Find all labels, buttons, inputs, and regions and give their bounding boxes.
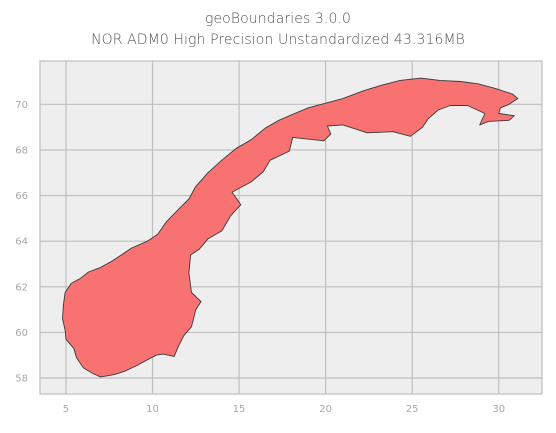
map-subtitle: NOR ADM0 High Precision Unstandardized 4… bbox=[91, 32, 465, 48]
map-title: geoBoundaries 3.0.0 bbox=[204, 11, 352, 27]
x-tick-label: 20 bbox=[319, 404, 332, 415]
x-tick-label: 30 bbox=[492, 404, 505, 415]
norway-land-area bbox=[62, 77, 519, 378]
y-tick-label: 62 bbox=[15, 282, 28, 293]
x-tick-label: 25 bbox=[406, 404, 419, 415]
x-tick-label: 5 bbox=[63, 404, 69, 415]
y-tick-label: 66 bbox=[15, 191, 28, 202]
y-tick-label: 64 bbox=[15, 237, 28, 248]
land-layer bbox=[62, 77, 519, 378]
y-tick-label: 68 bbox=[15, 145, 28, 156]
y-tick-label: 70 bbox=[15, 100, 28, 111]
y-tick-label: 60 bbox=[15, 328, 28, 339]
y-tick-label: 58 bbox=[15, 374, 28, 385]
x-tick-label: 10 bbox=[146, 404, 159, 415]
plot-frame bbox=[39, 60, 543, 395]
x-tick-label: 15 bbox=[233, 404, 246, 415]
tick-labels: 5 10 15 20 25 30 58 60 62 64 66 68 70 bbox=[15, 100, 505, 415]
